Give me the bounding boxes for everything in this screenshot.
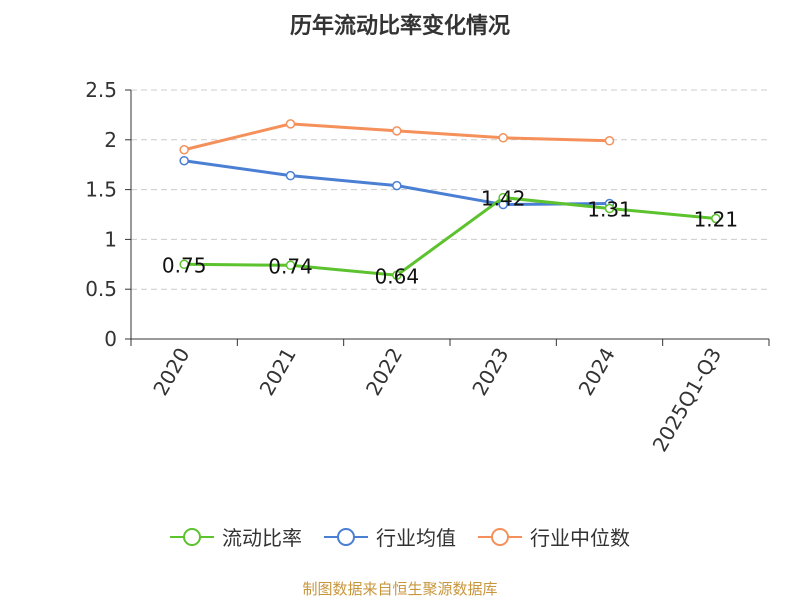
data-point <box>179 155 189 166</box>
data-labels: 0.75 0.74 0.64 1.42 1.31 1.21 <box>162 187 738 289</box>
y-tick-label: 1 <box>104 227 117 251</box>
data-point <box>498 192 508 203</box>
data-point <box>392 270 402 281</box>
data-label: 1.21 <box>694 207 739 231</box>
y-tick-label: 2 <box>104 128 117 152</box>
x-tick-label: 2025Q1-Q3 <box>647 344 726 456</box>
data-label: 0.74 <box>268 254 313 278</box>
data-label: 0.75 <box>162 253 207 277</box>
x-tick-label: 2023 <box>467 343 513 399</box>
series-line <box>184 196 716 277</box>
y-tick-label: 2.5 <box>85 78 117 102</box>
legend-label: 行业中位数 <box>530 526 630 550</box>
y-tick-label: 0 <box>104 327 117 351</box>
series-lines <box>179 119 721 281</box>
chart-title: 历年流动比率变化情况 <box>289 14 510 39</box>
legend-label: 行业均值 <box>376 526 456 550</box>
legend-item-current-ratio[interactable]: 流动比率 <box>170 522 302 551</box>
data-label: 1.42 <box>481 187 526 211</box>
y-tick-label: 0.5 <box>85 277 117 301</box>
x-tick-label: 2024 <box>574 344 620 400</box>
data-point <box>179 259 189 270</box>
data-point <box>604 136 615 146</box>
data-point <box>179 145 189 155</box>
data-label: 0.64 <box>375 264 420 288</box>
legend-label: 流动比率 <box>222 526 302 550</box>
x-tick-label: 2022 <box>361 344 407 400</box>
data-point <box>498 133 508 143</box>
source-note: 制图数据来自恒生聚源数据库 <box>302 580 498 598</box>
y-tick-label: 1.5 <box>85 178 117 202</box>
legend-marker-orange <box>478 527 522 546</box>
data-point <box>285 119 296 129</box>
legend-marker-green <box>170 527 214 546</box>
legend: 流动比率 行业均值 行业中位数 <box>0 522 800 551</box>
legend-item-industry-median[interactable]: 行业中位数 <box>478 522 630 551</box>
data-label: 1.31 <box>587 198 632 222</box>
x-tick-label: 2020 <box>148 344 194 400</box>
x-tick-label: 2021 <box>255 344 301 400</box>
data-point <box>392 126 402 136</box>
data-point <box>285 260 296 271</box>
data-point <box>711 213 721 224</box>
data-point <box>285 170 296 181</box>
legend-item-industry-mean[interactable]: 行业均值 <box>324 522 456 551</box>
data-point <box>604 203 615 214</box>
legend-marker-blue <box>324 527 368 546</box>
data-point <box>392 180 402 191</box>
gridlines <box>131 89 769 290</box>
